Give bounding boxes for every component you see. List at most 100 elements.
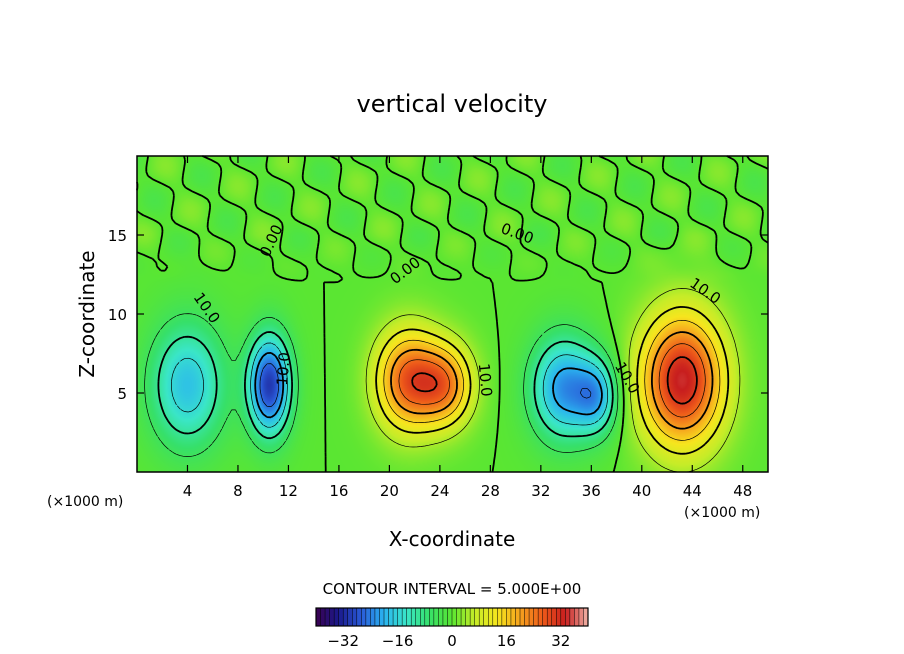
x-axis-label: X-coordinate	[389, 527, 516, 551]
colorbar-swatch	[560, 608, 566, 626]
colorbar-swatch	[361, 608, 367, 626]
contour-line	[171, 342, 609, 428]
colorbar-swatch	[551, 608, 557, 626]
colorbar-swatch	[343, 608, 349, 626]
colorbar-swatch	[488, 608, 494, 626]
colorbar-swatch	[334, 608, 339, 626]
colorbar-swatch	[506, 608, 512, 626]
colorbar-swatch	[329, 608, 335, 626]
colorbar-swatch	[356, 608, 362, 626]
colorbar-tick-label: 0	[447, 632, 457, 650]
colorbar-swatch	[411, 608, 417, 626]
colorbar-swatch	[542, 608, 548, 626]
contour-line	[365, 288, 741, 473]
colorbar-swatch	[397, 608, 403, 626]
colorbar-swatch	[574, 608, 580, 626]
y-tick-label: 10	[108, 306, 127, 324]
contour-line	[259, 363, 592, 407]
x-tick-label: 4	[183, 482, 193, 500]
colorbar-swatch	[393, 608, 398, 626]
colorbar-swatch	[438, 608, 444, 626]
colorbar-swatch	[374, 608, 380, 626]
colorbar-swatch	[384, 608, 389, 626]
colorbar-swatch	[565, 608, 571, 626]
colorbar-swatch	[388, 608, 394, 626]
colorbar-swatch	[533, 608, 539, 626]
colorbar-swatch	[515, 608, 521, 626]
x-tick-label: 48	[733, 482, 752, 500]
colorbar-swatch	[406, 608, 412, 626]
colorbar-swatch	[520, 608, 525, 626]
x-tick-label: 36	[582, 482, 601, 500]
colorbar-swatch	[583, 608, 589, 626]
colorbar-swatch	[501, 608, 507, 626]
colorbar-swatch	[316, 608, 321, 626]
colorbar-swatch	[474, 608, 480, 626]
x-unit-right: (×1000 m)	[684, 505, 760, 521]
x-tick-label: 16	[329, 482, 348, 500]
contour-line	[375, 306, 730, 455]
colorbar-swatch	[433, 608, 439, 626]
colorbar-swatch	[424, 608, 430, 626]
colorbar-swatch	[461, 608, 466, 626]
y-tick-label: 15	[108, 227, 127, 245]
colorbar-swatch	[420, 608, 426, 626]
colorbar-swatch	[529, 608, 534, 626]
colorbar-swatch	[497, 608, 503, 626]
colorbar-swatch	[492, 608, 498, 626]
colorbar-swatch	[465, 608, 471, 626]
y-tick-label: 5	[117, 385, 127, 403]
colorbar: −32 −16 0 16 32	[315, 607, 589, 650]
x-tick-label: 32	[531, 482, 550, 500]
y-axis-label: Z-coordinate	[75, 250, 99, 377]
colorbar-swatch	[547, 608, 553, 626]
colorbar-swatch	[442, 608, 448, 626]
contour-line	[383, 319, 721, 441]
contour-line	[157, 331, 614, 440]
colorbar-swatch	[452, 608, 457, 626]
colorbar-tick-label: −32	[327, 632, 359, 650]
colorbar-tick-label: 16	[497, 632, 516, 650]
colorbar-swatch	[470, 608, 475, 626]
colorbar-swatch	[347, 608, 353, 626]
colorbar-swatch	[479, 608, 485, 626]
colorbar-swatch	[379, 608, 385, 626]
contour-line	[390, 331, 714, 430]
colorbar-swatch	[338, 608, 344, 626]
contour-line	[254, 352, 603, 419]
colorbar-swatch	[325, 608, 330, 626]
x-tick-label: 40	[632, 482, 651, 500]
contour-line	[398, 343, 706, 418]
x-tick-label: 12	[279, 482, 298, 500]
colorbar-swatch	[538, 608, 543, 626]
colorbar-swatch	[456, 608, 462, 626]
colorbar-swatch	[483, 608, 489, 626]
contour-label: 10.0	[475, 363, 496, 398]
contour-line	[411, 356, 698, 405]
colorbar-swatch	[352, 608, 358, 626]
x-unit-left: (×1000 m)	[47, 494, 123, 510]
colorbar-frame	[315, 607, 589, 627]
colorbar-swatch	[510, 608, 516, 626]
colorbar-swatch	[402, 608, 407, 626]
colorbar-tick-label: −16	[382, 632, 414, 650]
x-tick-label: 8	[233, 482, 243, 500]
colorbar-swatch	[569, 608, 575, 626]
colorbar-swatch	[365, 608, 371, 626]
colorbar-swatch	[320, 608, 326, 626]
contour-line	[136, 155, 769, 473]
x-tick-label: 28	[481, 482, 500, 500]
x-tick-label: 24	[430, 482, 449, 500]
contour-line	[144, 313, 619, 457]
colorbar-tick-label: 32	[551, 632, 570, 650]
contour-label: 10.0	[273, 351, 294, 386]
colorbar-swatch	[447, 608, 453, 626]
colorbar-swatch	[429, 608, 435, 626]
colorbar-swatch	[578, 608, 584, 626]
x-tick-label: 20	[380, 482, 399, 500]
contour-interval-text: CONTOUR INTERVAL = 5.000E+00	[323, 580, 582, 598]
colorbar-swatch	[556, 608, 562, 626]
colorbar-swatch	[524, 608, 530, 626]
